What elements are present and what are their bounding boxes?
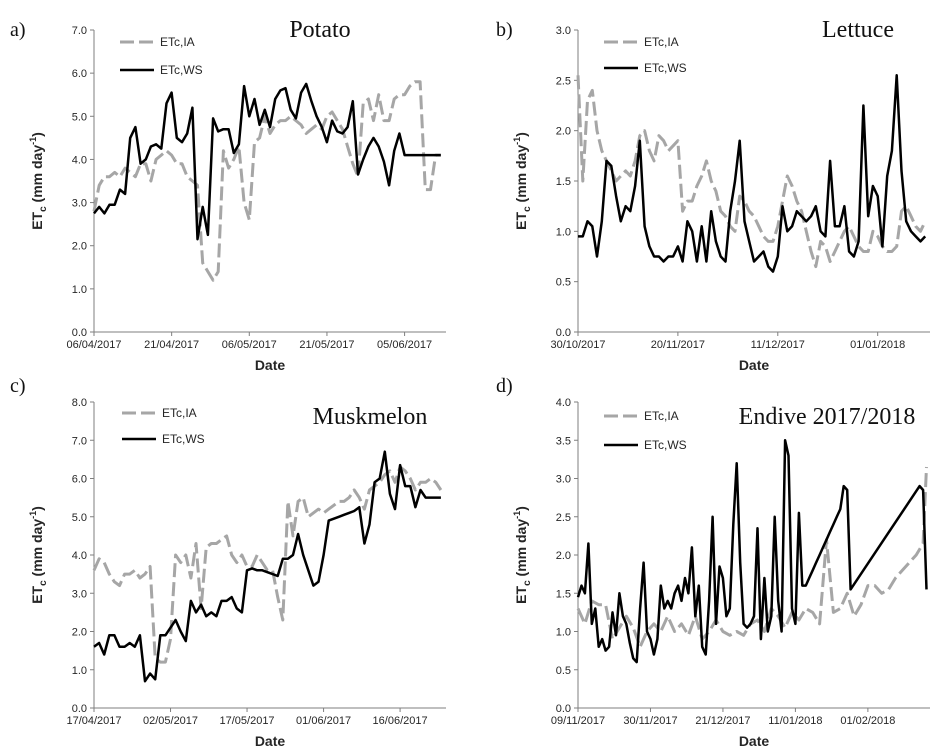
x-axis-label: Date [255, 733, 286, 749]
y-tick-label: 7.0 [72, 435, 87, 447]
y-tick-label: 1.0 [72, 284, 87, 296]
legend-label: ETc,WS [162, 432, 205, 446]
series-line-etc-ia [92, 465, 443, 664]
y-tick-label: 1.5 [556, 176, 571, 188]
y-tick-label: 0.5 [556, 277, 571, 289]
legend-label: ETc,WS [644, 438, 687, 452]
legend-label: ETc,IA [160, 35, 195, 49]
y-tick-label: 5.0 [72, 512, 87, 524]
chart-panel-4: d) Endive 2017/2018 0.0 0.5 1.0 1.5 2.0 2.5 3.0 3… [496, 375, 930, 749]
y-axis-label: ETc (mm day-1) [28, 132, 49, 230]
chart-panel-3: c) Muskmelon 0.0 1.0 2.0 3.0 4.0 5.0 6.0 7.0 8.0 17… [10, 375, 446, 749]
legend-label: ETc,WS [160, 63, 203, 77]
panel-label: d) [496, 375, 513, 397]
chart-panel-1: a) Potato 0.0 1.0 2.0 3.0 4.0 5.0 6.0 7.0 06/04/20… [10, 17, 446, 373]
x-tick-label: 01/01/2018 [850, 339, 905, 351]
chart-title: Muskmelon [313, 404, 428, 430]
y-tick-label: 3.0 [72, 198, 87, 210]
legend-label: ETc,IA [644, 35, 679, 49]
panel-label: c) [10, 375, 26, 397]
chart-title: Lettuce [822, 17, 894, 43]
y-tick-label: 7.0 [72, 25, 87, 37]
y-tick-label: 0.0 [72, 327, 87, 339]
x-tick-label: 11/01/2018 [768, 715, 822, 727]
y-tick-label: 3.0 [556, 474, 571, 486]
x-tick-label: 05/06/2017 [377, 339, 432, 351]
x-tick-label: 30/10/2017 [550, 339, 605, 351]
x-tick-label: 06/04/2017 [66, 339, 121, 351]
x-tick-label: 16/06/2017 [373, 715, 428, 727]
y-tick-label: 2.0 [556, 550, 571, 562]
y-tick-label: 4.0 [72, 154, 87, 166]
x-tick-label: 30/11/2017 [623, 715, 677, 727]
y-axis-label: ETc (mm day-1) [512, 506, 533, 604]
legend-label: ETc,IA [644, 409, 679, 423]
series-line-etc-ws [578, 74, 927, 273]
series-line-etc-ws [576, 439, 928, 664]
series-line-etc-ws [93, 82, 441, 241]
y-tick-label: 3.0 [556, 25, 571, 37]
panel-label: b) [496, 19, 513, 41]
x-tick-label: 21/05/2017 [299, 339, 354, 351]
x-tick-label: 01/06/2017 [296, 715, 351, 727]
y-tick-label: 0.0 [72, 703, 87, 715]
x-axis-label: Date [739, 733, 770, 749]
x-tick-label: 01/02/2018 [840, 715, 895, 727]
series-line-etc-ws [93, 450, 441, 683]
chart-title: Endive 2017/2018 [739, 404, 916, 430]
series-line-etc-ia [576, 466, 928, 649]
x-tick-label: 02/05/2017 [143, 715, 198, 727]
y-tick-label: 0.0 [556, 703, 571, 715]
y-tick-label: 1.0 [556, 226, 571, 238]
x-tick-label: 17/04/2017 [66, 715, 121, 727]
panel-label: a) [10, 19, 26, 41]
y-tick-label: 8.0 [72, 397, 87, 409]
y-tick-label: 6.0 [72, 68, 87, 80]
y-tick-label: 1.0 [556, 627, 571, 639]
x-tick-label: 09/11/2017 [551, 715, 605, 727]
x-tick-label: 20/11/2017 [651, 339, 705, 351]
legend-label: ETc,IA [162, 406, 197, 420]
y-tick-label: 6.0 [72, 474, 87, 486]
y-tick-label: 4.0 [556, 397, 571, 409]
y-axis-label: ETc (mm day-1) [512, 132, 533, 230]
y-tick-label: 2.5 [556, 75, 571, 87]
y-tick-label: 2.0 [72, 627, 87, 639]
x-tick-label: 21/04/2017 [144, 339, 199, 351]
x-tick-label: 06/05/2017 [222, 339, 277, 351]
y-tick-label: 5.0 [72, 111, 87, 123]
series-line-etc-ia [576, 75, 927, 269]
y-tick-label: 2.0 [556, 126, 571, 138]
y-tick-label: 3.5 [556, 435, 571, 447]
series-line-etc-ia [92, 80, 441, 282]
y-tick-label: 0.0 [556, 327, 571, 339]
y-axis-label: ETc (mm day-1) [28, 506, 49, 604]
y-tick-label: 3.0 [72, 588, 87, 600]
chart-title: Potato [289, 17, 350, 43]
y-tick-label: 1.0 [72, 665, 87, 677]
x-tick-label: 11/12/2017 [751, 339, 805, 351]
x-tick-label: 21/12/2017 [695, 715, 750, 727]
x-axis-label: Date [255, 357, 286, 373]
y-tick-label: 2.0 [72, 241, 87, 253]
x-axis-label: Date [739, 357, 770, 373]
x-tick-label: 17/05/2017 [220, 715, 275, 727]
y-tick-label: 1.5 [556, 588, 571, 600]
y-tick-label: 0.5 [556, 665, 571, 677]
y-tick-label: 4.0 [72, 550, 87, 562]
legend-label: ETc,WS [644, 61, 687, 75]
y-tick-label: 2.5 [556, 512, 571, 524]
chart-panel-2: b) Lettuce 0.0 0.5 1.0 1.5 2.0 2.5 3.0 30/10/2017… [496, 17, 930, 373]
